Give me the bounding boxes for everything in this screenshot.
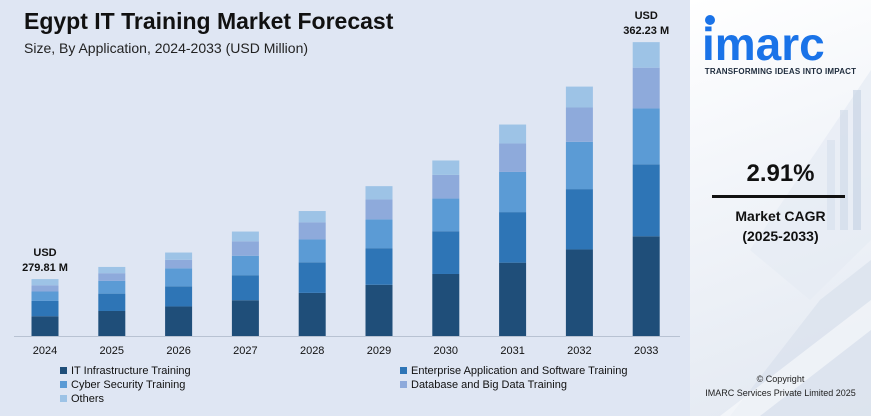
bar-segment bbox=[231, 300, 259, 336]
legend-label: Enterprise Application and Software Trai… bbox=[411, 365, 628, 377]
brand-tagline: TRANSFORMING IDEAS INTO IMPACT bbox=[704, 67, 857, 76]
bar-segment bbox=[31, 300, 59, 317]
legend-swatch bbox=[400, 367, 407, 374]
bar-segment bbox=[432, 198, 460, 232]
bar-segment bbox=[565, 249, 593, 336]
legend-item: Others bbox=[60, 392, 104, 406]
background-decoration bbox=[720, 70, 871, 416]
bar-segment bbox=[365, 248, 393, 285]
bar-segment bbox=[165, 259, 193, 269]
bar-segment bbox=[298, 262, 326, 293]
bar-segment bbox=[298, 239, 326, 263]
bar-segment bbox=[231, 241, 259, 256]
data-label: USD bbox=[635, 10, 658, 22]
x-tick-label: 2029 bbox=[367, 345, 391, 357]
bar-segment bbox=[31, 279, 59, 286]
data-label: 279.81 M bbox=[22, 262, 68, 274]
x-tick-label: 2032 bbox=[567, 345, 591, 357]
bar-segment bbox=[165, 306, 193, 336]
bar-segment bbox=[31, 285, 59, 292]
x-tick-label: 2031 bbox=[500, 345, 524, 357]
chart-subtitle: Size, By Application, 2024-2033 (USD Mil… bbox=[24, 40, 309, 56]
chart-title: Egypt IT Training Market Forecast bbox=[24, 8, 394, 34]
cagr-label: Market CAGR bbox=[735, 208, 826, 224]
legend-label: Others bbox=[71, 393, 105, 405]
bar-segment bbox=[632, 42, 660, 68]
legend-swatch bbox=[60, 395, 67, 402]
bar-segment bbox=[298, 211, 326, 223]
x-tick-label: 2026 bbox=[166, 345, 190, 357]
x-tick-label: 2025 bbox=[100, 345, 124, 357]
bar-segment bbox=[231, 231, 259, 242]
bar-segment bbox=[565, 86, 593, 108]
bar-segment bbox=[632, 236, 660, 336]
bar-segment bbox=[31, 316, 59, 336]
bar-segment bbox=[432, 174, 460, 199]
bar-segment bbox=[499, 212, 527, 263]
bar-segment bbox=[499, 124, 527, 144]
stacked-bar-chart: 2024 2025 2026 2027 2028 2029 2030 2031 2032 2033… bbox=[14, 10, 680, 357]
x-tick-label: 2033 bbox=[634, 345, 658, 357]
legend-swatch bbox=[60, 381, 67, 388]
bar-segment bbox=[565, 141, 593, 190]
brand-sidebar: imarc TRANSFORMING IDEAS INTO IMPACT 2.9… bbox=[690, 0, 871, 416]
x-tick-label: 2028 bbox=[300, 345, 324, 357]
bar-segment bbox=[98, 266, 126, 274]
bar-segment bbox=[98, 273, 126, 281]
x-tick-label: 2024 bbox=[33, 345, 57, 357]
data-label: USD bbox=[33, 247, 56, 259]
chart-legend: IT Infrastructure Training Enterprise App… bbox=[60, 364, 680, 412]
chart-panel: Egypt IT Training Market Forecast Size, … bbox=[0, 0, 690, 416]
bar-segment bbox=[298, 222, 326, 240]
bar-segment bbox=[499, 262, 527, 336]
bar-segment bbox=[565, 107, 593, 142]
bar-segment bbox=[98, 293, 126, 311]
cagr-divider bbox=[712, 195, 845, 198]
x-tick-label: 2027 bbox=[233, 345, 257, 357]
bar-segment bbox=[432, 273, 460, 336]
bar-segment bbox=[165, 252, 193, 260]
cagr-value: 2.91% bbox=[746, 160, 815, 187]
bar-segment bbox=[298, 292, 326, 336]
cagr-period: (2025-2033) bbox=[742, 228, 819, 244]
bar-segment bbox=[632, 164, 660, 237]
bar-segment bbox=[98, 310, 126, 336]
legend-label: Database and Big Data Training bbox=[411, 379, 567, 391]
bar-segment bbox=[632, 108, 660, 165]
logo-wordmark: imarc bbox=[702, 18, 825, 66]
bar-segment bbox=[365, 186, 393, 200]
legend-swatch bbox=[400, 381, 407, 388]
bar-segment bbox=[365, 284, 393, 336]
bar-segment bbox=[632, 67, 660, 109]
legend-item: IT Infrastructure Training bbox=[60, 364, 191, 378]
bar-segment bbox=[432, 231, 460, 274]
legend-label: Cyber Security Training bbox=[71, 379, 186, 391]
bar-segment bbox=[499, 171, 527, 213]
copyright-notice: © Copyright bbox=[756, 374, 805, 384]
bar-segment bbox=[98, 280, 126, 294]
bar-segment bbox=[499, 143, 527, 172]
imarc-logo: imarc bbox=[702, 15, 825, 66]
data-label: 362.23 M bbox=[623, 25, 669, 37]
legend-label: IT Infrastructure Training bbox=[71, 365, 191, 377]
legend-swatch bbox=[60, 367, 67, 374]
bar-segment bbox=[365, 199, 393, 220]
bar-segment bbox=[165, 286, 193, 307]
bar-segment bbox=[165, 268, 193, 287]
bar-segment bbox=[231, 255, 259, 276]
copyright-owner: IMARC Services Private Limited 2025 bbox=[705, 388, 856, 398]
legend-item: Enterprise Application and Software Trai… bbox=[400, 364, 627, 378]
legend-item: Database and Big Data Training bbox=[400, 378, 567, 392]
bar-segment bbox=[432, 160, 460, 175]
bar-segment bbox=[31, 291, 59, 301]
legend-item: Cyber Security Training bbox=[60, 378, 185, 392]
x-tick-label: 2030 bbox=[434, 345, 458, 357]
bar-segment bbox=[365, 219, 393, 249]
bar-segment bbox=[565, 189, 593, 250]
bar-segment bbox=[231, 275, 259, 301]
